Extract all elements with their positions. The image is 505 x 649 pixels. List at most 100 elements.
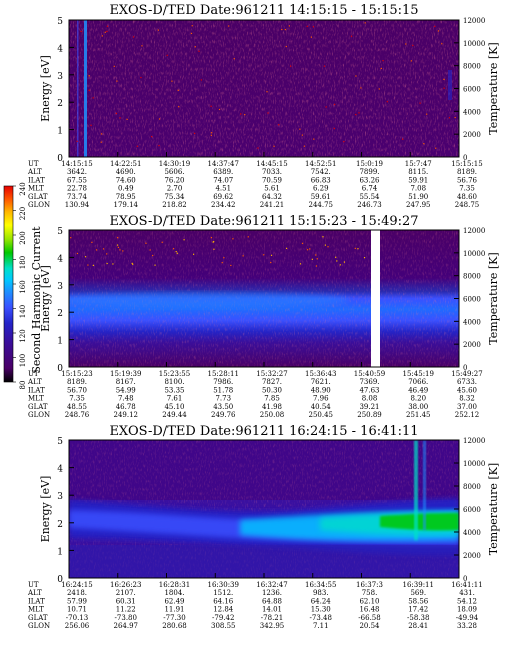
speckle [88, 75, 90, 77]
row-value: 76.20 [164, 176, 184, 184]
panel2-plot [69, 230, 459, 367]
y-tick-label: 0 [57, 364, 63, 374]
row-value: 7.73 [215, 395, 231, 403]
row-label: ALT [27, 589, 42, 597]
row-value: 7827. [262, 378, 282, 386]
speckle [152, 254, 154, 257]
speckle [309, 248, 311, 250]
speckle [247, 236, 249, 238]
row-value: 2107. [116, 589, 136, 597]
row-value: -77.30 [163, 614, 185, 622]
speckle [136, 145, 138, 147]
row-value: 247.95 [406, 201, 431, 209]
row-value: 15:23:55 [159, 370, 190, 378]
speckle [213, 248, 215, 250]
speckle [405, 43, 407, 45]
speckle [323, 65, 326, 67]
row-value: 57.99 [67, 597, 87, 605]
speckle [113, 65, 115, 67]
y2-tick-label: 0 [463, 575, 467, 583]
colorbar-tick-label: 180 [19, 256, 27, 269]
row-label: UT [28, 160, 39, 168]
speckle [112, 263, 114, 265]
row-value: 14:37:47 [208, 160, 239, 168]
speckle [301, 134, 303, 136]
y2-tick-label: 8000 [463, 63, 481, 71]
row-value: 7621. [311, 378, 331, 386]
row-value: 234.42 [211, 201, 236, 209]
row-value: 15:19:39 [110, 370, 141, 378]
row-value: 8100. [164, 378, 184, 386]
speckle [333, 127, 335, 130]
row-value: 45.60 [457, 386, 477, 394]
speckle [284, 29, 286, 31]
row-value: 280.68 [162, 622, 187, 630]
speckle [278, 124, 280, 126]
y2-tick-label: 4000 [463, 529, 481, 537]
speckle [106, 30, 108, 33]
row-value: 16.48 [359, 606, 379, 614]
row-value: 16:30:39 [208, 581, 239, 589]
speckle [158, 118, 161, 120]
speckle [386, 101, 388, 103]
row-value: 758. [362, 589, 378, 597]
speckle [140, 76, 142, 79]
speckle [100, 141, 102, 143]
colorbar-tick-label: 240 [19, 182, 27, 195]
colorbar-tick-label: 220 [19, 207, 27, 220]
row-value: 15:45:19 [403, 370, 434, 378]
row-value: -58.38 [407, 614, 429, 622]
row-value: 22.78 [67, 185, 87, 193]
row-value: 8.20 [410, 395, 426, 403]
speckle [410, 60, 412, 62]
row-label: ILAT [28, 597, 45, 605]
speckle [177, 89, 179, 91]
row-value: 3642. [67, 168, 87, 176]
panel3-spike [414, 440, 418, 540]
speckle [350, 35, 353, 37]
row-value: 41.98 [262, 403, 282, 411]
speckle [364, 22, 366, 24]
speckle [171, 80, 173, 82]
ylabel-left: Energy [eV] [39, 476, 52, 543]
row-value: 16:37:3 [356, 581, 383, 589]
y-tick-label: 5 [57, 437, 63, 447]
speckle [437, 30, 440, 32]
row-value: 51.90 [408, 193, 428, 201]
y-tick-label: 0 [57, 154, 63, 164]
row-label: MLT [28, 395, 44, 403]
speckle [158, 145, 160, 147]
panel2-title: EXOS-D/TED Date:961211 15:15:23 - 15:49:… [109, 214, 418, 229]
y-tick-label: 1 [57, 337, 63, 347]
row-value: 218.82 [162, 201, 187, 209]
row-value: 5.61 [264, 185, 280, 193]
row-value: 14:45:15 [256, 160, 287, 168]
speckle [240, 113, 242, 115]
row-value: -73.80 [115, 614, 137, 622]
y2-tick-label: 8000 [463, 273, 481, 281]
speckle [176, 252, 178, 254]
speckle [426, 113, 428, 115]
row-value: 54.99 [116, 386, 136, 394]
speckle [443, 78, 445, 80]
row-label: GLON [28, 411, 50, 419]
speckle [166, 54, 168, 56]
row-value: 16:39:11 [403, 581, 434, 589]
row-value: 60.31 [116, 597, 136, 605]
row-value: 43.50 [213, 403, 233, 411]
speckle [354, 247, 356, 249]
speckle [84, 256, 87, 258]
row-value: 251.45 [406, 411, 431, 419]
row-value: 249.12 [114, 411, 139, 419]
speckle [116, 80, 118, 82]
row-value: 7.35 [459, 185, 475, 193]
speckle [355, 75, 357, 77]
colorbar-tick-label: 140 [19, 305, 27, 318]
row-value: 569. [410, 589, 426, 597]
speckle [336, 260, 338, 262]
row-value: 7.08 [410, 185, 426, 193]
y2-tick-label: 6000 [463, 86, 481, 94]
speckle [343, 261, 345, 263]
speckle [154, 264, 156, 266]
